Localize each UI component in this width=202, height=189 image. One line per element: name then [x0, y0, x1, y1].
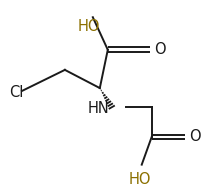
Text: O: O [154, 42, 165, 57]
Text: O: O [189, 129, 200, 144]
Text: HN: HN [88, 101, 110, 116]
Text: Cl: Cl [9, 85, 23, 100]
Text: HO: HO [78, 19, 100, 34]
Text: HO: HO [128, 172, 151, 187]
